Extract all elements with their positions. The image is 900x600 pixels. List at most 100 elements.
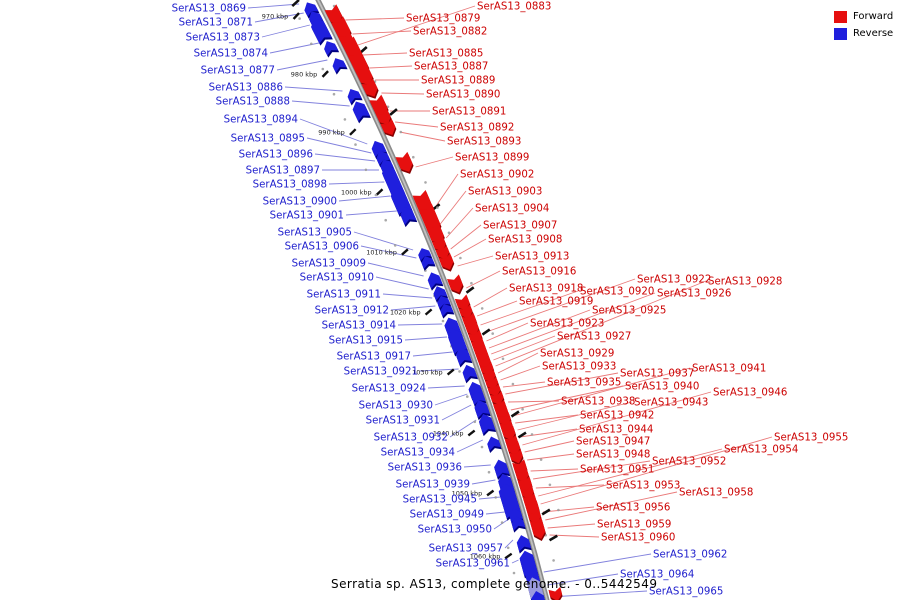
gene-feature [395, 151, 415, 175]
gene-arrow-icon[interactable] [487, 383, 502, 399]
gene-arrow-icon[interactable] [548, 586, 563, 600]
gene-arrow-icon[interactable] [515, 533, 532, 552]
gene-label: SerAS13_0947 [576, 437, 650, 448]
gene-arrow-icon[interactable] [308, 15, 332, 44]
tick-label: 1020 kbp [390, 309, 421, 317]
gene-arrow-icon[interactable] [520, 485, 535, 501]
gene-arrow-icon[interactable] [512, 459, 528, 477]
gene-arrow-icon[interactable] [477, 412, 496, 435]
gene-arrow-icon[interactable] [435, 245, 451, 262]
gene-arrow-icon[interactable] [361, 78, 380, 100]
gene-arrow-icon[interactable] [477, 355, 493, 371]
gene-arrow-icon[interactable] [496, 411, 513, 428]
gene-arrow-icon[interactable] [425, 222, 446, 246]
gene-arrow-icon[interactable] [369, 94, 390, 119]
gene-arrow-icon[interactable] [380, 118, 398, 138]
gene-arrow-icon[interactable] [385, 175, 405, 198]
gene-label: SerAS13_0939 [396, 480, 470, 491]
leader-line [542, 506, 595, 513]
gene-arrow-icon[interactable] [330, 55, 347, 73]
gene-arrow-icon[interactable] [345, 86, 362, 104]
gene-arrow-icon[interactable] [509, 449, 525, 465]
gene-arrow-icon[interactable] [479, 361, 496, 378]
gene-arrow-icon[interactable] [425, 270, 443, 289]
gene-arrow-icon[interactable] [438, 302, 454, 317]
gene-arrow-icon[interactable] [489, 390, 506, 407]
gene-label: SerAS13_0956 [596, 503, 670, 514]
gene-arrow-icon[interactable] [454, 345, 472, 366]
gene-label: SerAS13_0925 [592, 306, 666, 317]
gene-label: SerAS13_0869 [172, 4, 246, 15]
gene-arrow-icon[interactable] [510, 514, 526, 531]
gene-arrow-icon[interactable] [485, 435, 501, 451]
gene-arrow-icon[interactable] [374, 148, 391, 166]
gene-arrow-icon[interactable] [306, 9, 324, 26]
gene-label: SerAS13_0895 [231, 134, 305, 145]
gene-arrow-icon[interactable] [431, 284, 448, 301]
gene-arrow-icon[interactable] [458, 304, 475, 321]
gene-arrow-icon[interactable] [446, 274, 465, 294]
gene-arrow-icon[interactable] [416, 246, 432, 261]
leader-line [381, 92, 425, 95]
gene-arrow-icon[interactable] [465, 321, 481, 339]
tick-dash-icon [349, 128, 357, 136]
gene-arrow-icon[interactable] [506, 441, 522, 457]
gene-label: SerAS13_0944 [579, 425, 653, 436]
minor-dot-icon [480, 307, 484, 310]
leader-line [486, 322, 529, 342]
gene-arrow-icon[interactable] [350, 99, 370, 122]
gene-arrow-icon[interactable] [492, 458, 510, 478]
gene-arrow-icon[interactable] [472, 398, 490, 419]
gene-arrow-icon[interactable] [398, 204, 417, 225]
leader-line [427, 385, 465, 389]
gene-label: SerAS13_0932 [374, 433, 448, 444]
gene-label: SerAS13_0903 [468, 187, 542, 198]
gene-arrow-icon[interactable] [375, 108, 394, 128]
leader-line [353, 231, 414, 251]
gene-arrow-icon[interactable] [530, 590, 547, 600]
leader-line [517, 401, 633, 431]
gene-label: SerAS13_0913 [495, 252, 569, 263]
tick-label: 1050 kbp [452, 490, 483, 498]
gene-arrow-icon[interactable] [461, 312, 479, 331]
gene-label: SerAS13_0873 [186, 33, 260, 44]
gene-arrow-icon[interactable] [531, 524, 547, 541]
gene-arrow-icon[interactable] [438, 253, 456, 272]
gene-arrow-icon[interactable] [420, 254, 435, 269]
gene-arrow-icon[interactable] [302, 0, 319, 17]
leader-line [515, 414, 579, 424]
gene-arrow-icon[interactable] [508, 507, 523, 523]
gene-arrow-icon[interactable] [395, 151, 415, 175]
gene-arrow-icon[interactable] [454, 294, 472, 313]
gene-arrow-icon[interactable] [504, 435, 520, 449]
gene-arrow-icon[interactable] [482, 369, 497, 385]
gene-arrow-icon[interactable] [501, 426, 518, 442]
gene-arrow-icon[interactable] [499, 419, 515, 435]
gene-arrow-icon[interactable] [354, 63, 375, 89]
gene-arrow-icon[interactable] [435, 294, 451, 309]
gene-arrow-icon[interactable] [524, 500, 541, 518]
gene-arrow-icon[interactable] [527, 509, 542, 525]
gene-arrow-icon[interactable] [517, 476, 533, 494]
gene-arrow-icon[interactable] [324, 4, 345, 27]
leader-line [512, 367, 691, 417]
gene-arrow-icon[interactable] [468, 329, 484, 347]
gene-arrow-icon[interactable] [380, 163, 400, 186]
leader-line [441, 404, 472, 421]
minor-dot-icon [393, 244, 397, 247]
gene-arrow-icon[interactable] [461, 363, 478, 382]
leader-line [367, 262, 424, 277]
gene-arrow-icon[interactable] [446, 327, 468, 355]
gene-arrow-icon[interactable] [515, 468, 530, 484]
gene-arrow-icon[interactable] [330, 16, 353, 42]
gene-arrow-icon[interactable] [484, 376, 500, 392]
gene-arrow-icon[interactable] [470, 389, 486, 406]
gene-label: SerAS13_0888 [216, 97, 290, 108]
gene-arrow-icon[interactable] [321, 38, 339, 56]
tick-label: 1060 kbp [470, 553, 501, 561]
gene-arrow-icon[interactable] [369, 138, 387, 158]
gene-arrow-icon[interactable] [494, 405, 510, 421]
gene-arrow-icon[interactable] [431, 237, 448, 254]
gene-arrow-icon[interactable] [467, 380, 484, 399]
gene-feature [354, 63, 375, 89]
